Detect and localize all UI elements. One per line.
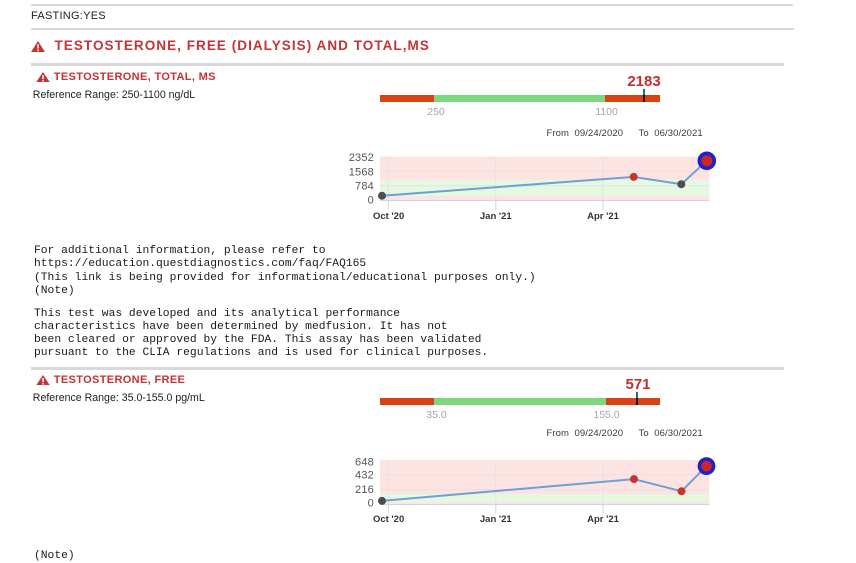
- svg-text:Jan '21: Jan '21: [480, 211, 513, 222]
- svg-text:Apr '21: Apr '21: [587, 514, 620, 525]
- svg-text:648: 648: [355, 456, 374, 468]
- svg-text:1568: 1568: [349, 166, 374, 178]
- svg-text:784: 784: [355, 181, 374, 193]
- svg-text:0: 0: [368, 498, 374, 510]
- svg-text:Oct '20: Oct '20: [373, 514, 404, 525]
- svg-text:2352: 2352: [349, 152, 374, 164]
- svg-text:0: 0: [368, 194, 374, 206]
- svg-text:Oct '20: Oct '20: [373, 211, 404, 222]
- svg-text:432: 432: [355, 470, 374, 482]
- svg-text:Apr '21: Apr '21: [587, 211, 620, 222]
- svg-text:Jan '21: Jan '21: [480, 514, 513, 525]
- svg-text:216: 216: [355, 484, 374, 496]
